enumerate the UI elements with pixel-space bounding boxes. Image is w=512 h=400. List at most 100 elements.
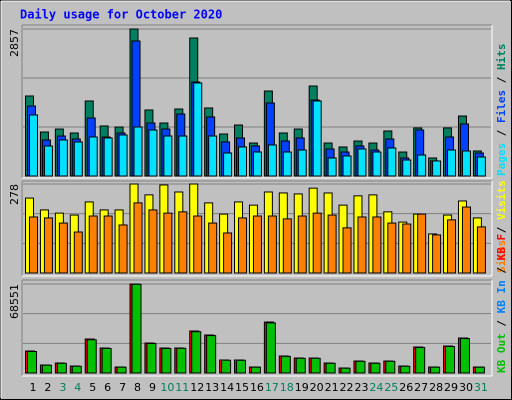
bar [402,159,412,177]
x-tick-label: 27 [414,381,428,394]
bar [447,219,457,274]
x-tick-label: 15 [235,381,249,394]
bar [415,347,426,374]
bar [265,322,276,374]
bar [178,211,188,274]
bar [325,362,336,374]
x-tick-label: 16 [250,381,264,394]
bar [133,126,143,177]
x-tick-label: 20 [310,381,324,394]
x-tick-label: 18 [280,381,294,394]
x-tick-label: 26 [399,381,413,394]
bar [297,215,307,274]
x-tick-label: 5 [89,381,96,394]
bar [223,232,233,274]
bar [56,362,67,374]
x-tick-label: 1 [30,381,37,394]
bar [43,217,53,274]
bar [88,136,98,177]
bar [118,224,128,274]
bar [417,213,427,274]
bar [73,231,83,274]
bar [357,148,367,177]
bar [252,215,262,274]
y-max-label: 278 [8,184,21,205]
legend-entry: Hits [495,44,508,71]
bar [208,222,218,274]
bar [445,346,456,374]
bar [250,366,261,374]
bar [27,351,37,374]
bar [191,331,202,374]
legend: KB Out / KB In / KB F [495,234,508,373]
bar [280,355,291,374]
bar [193,82,203,177]
x-tick-label: 30 [459,381,473,394]
bar [118,134,128,177]
bar [223,152,233,177]
legend-entry: Pages [495,143,508,176]
legend: Pages / Files / Hits [495,44,508,177]
bar [327,214,337,274]
bar [193,215,203,274]
x-tick-label: 12 [190,381,204,394]
x-tick-label: 31 [474,381,488,394]
bar [447,149,457,177]
bar [131,283,142,374]
bar [342,227,352,274]
legend-entry: KB In [495,280,508,313]
bar [355,360,366,374]
legend-separator: / [495,260,508,280]
bar [208,135,218,177]
y-max-label: 68551 [8,284,21,319]
x-tick-label: 25 [384,381,398,394]
legend-entry: KB F [495,234,508,261]
bar [387,222,397,274]
x-tick-label: 22 [340,381,354,394]
bar [267,144,277,177]
x-tick-label: 19 [295,381,309,394]
bar [432,234,442,274]
bar [58,139,68,177]
bar [116,366,127,374]
bar [476,156,486,177]
bar [29,216,38,274]
bar [29,114,38,177]
bar [176,347,187,374]
bar [206,335,217,374]
bar [372,216,382,274]
bar [327,157,337,177]
x-tick-label: 7 [119,381,126,394]
bar [461,150,471,177]
bar [461,206,471,274]
bar [103,215,113,274]
legend-entry: KB Out [495,333,508,373]
x-tick-label: 3 [59,381,66,394]
bar [310,357,321,374]
x-tick-label: 28 [429,381,443,394]
bar [88,215,98,274]
x-tick-label: 23 [354,381,368,394]
legend-entry: Files [495,90,508,123]
x-tick-label: 11 [175,381,189,394]
bar [238,146,248,177]
bar [459,338,470,374]
bar [146,343,157,374]
bar [161,347,172,374]
bar [41,364,52,374]
x-tick-label: 13 [205,381,219,394]
legend-separator: / [495,220,508,240]
legend-separator: / [495,313,508,333]
bar [267,215,277,274]
bar [297,149,307,177]
bar [178,135,188,177]
legend: Sites / Visits [495,180,508,273]
y-max-label: 2857 [8,29,21,57]
bar [43,145,53,177]
x-tick-label: 9 [149,381,156,394]
bar [430,366,441,374]
bar [163,135,173,177]
bar [312,100,322,177]
bar [133,202,143,274]
